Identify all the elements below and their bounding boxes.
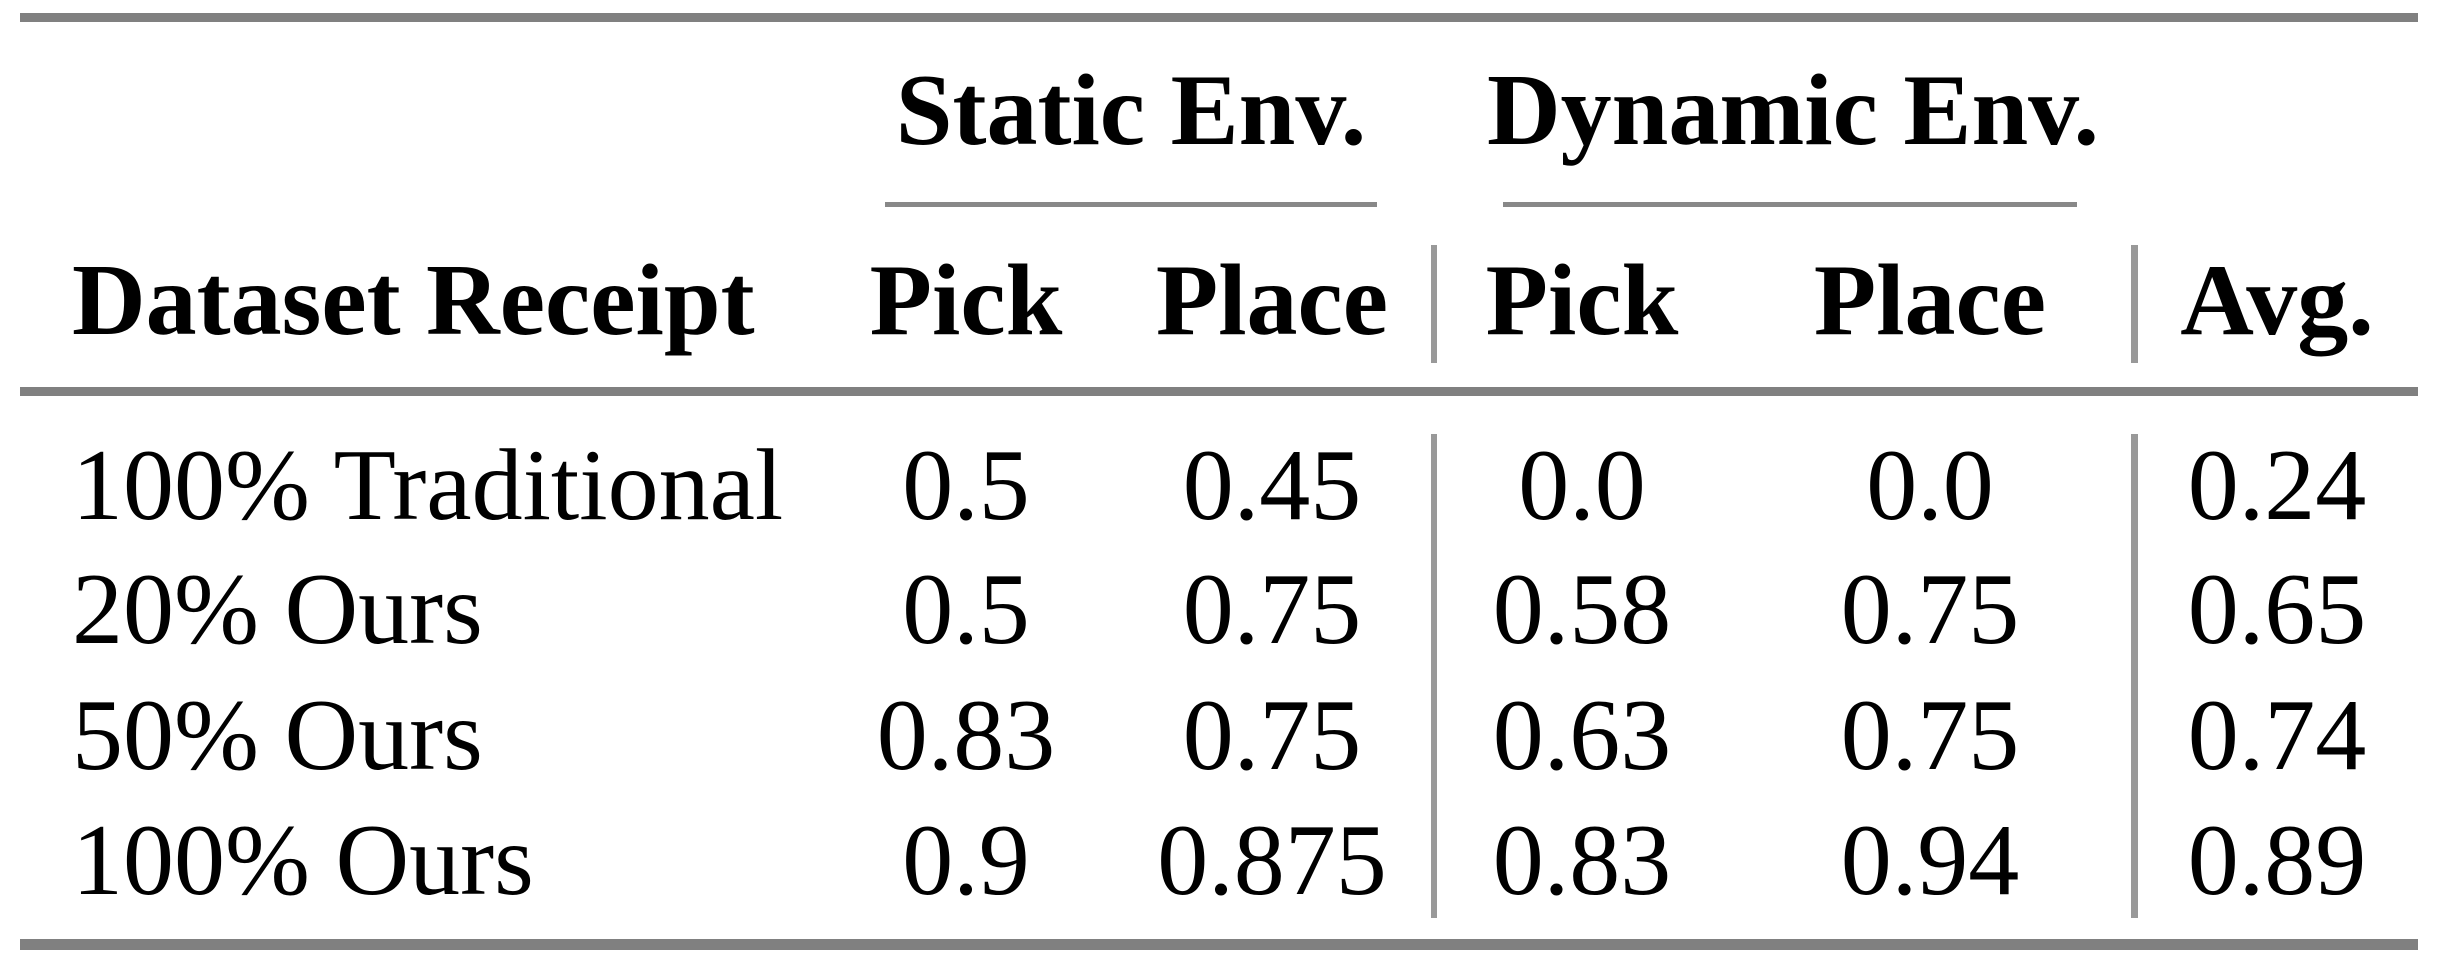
cell-static-pick: 0.5 (902, 428, 1030, 542)
dynamic-env-underline (1503, 202, 2077, 207)
static-env-underline (885, 202, 1377, 207)
table-row: 20% Ours 0.5 0.75 0.58 0.75 0.65 (20, 547, 2398, 671)
cell-dynamic-pick: 0.0 (1518, 428, 1646, 542)
table-row: 100% Ours 0.9 0.875 0.83 0.94 0.89 (20, 798, 2398, 922)
cell-dynamic-place: 0.75 (1840, 678, 2020, 792)
table-top-rule (20, 13, 2418, 22)
cell-avg: 0.89 (2187, 803, 2367, 917)
cell-static-place: 0.75 (1182, 552, 1362, 666)
row-label: 100% Traditional (72, 428, 784, 542)
header-dynamic-place: Place (1813, 243, 2047, 357)
column-group-static-env-label: Static Env. (895, 53, 1367, 167)
table-bottom-rule (20, 939, 2418, 950)
row-label: 20% Ours (72, 552, 483, 666)
table-row: 100% Traditional 0.5 0.45 0.0 0.0 0.24 (20, 423, 2398, 547)
cell-dynamic-place: 0.0 (1866, 428, 1994, 542)
header-static-place: Place (1155, 243, 1389, 357)
cell-static-place: 0.75 (1182, 678, 1362, 792)
cell-dynamic-place: 0.75 (1840, 552, 2020, 666)
vertical-separator-dynamic-avg-header (2131, 245, 2138, 363)
cell-avg: 0.74 (2187, 678, 2367, 792)
cell-dynamic-place: 0.94 (1840, 803, 2020, 917)
cell-avg: 0.65 (2187, 552, 2367, 666)
cell-dynamic-pick: 0.63 (1492, 678, 1672, 792)
cell-static-pick: 0.5 (902, 552, 1030, 666)
vertical-separator-static-dynamic-header (1431, 245, 1437, 363)
vertical-separator-static-dynamic-body (1431, 434, 1437, 918)
row-label: 50% Ours (72, 678, 483, 792)
header-dataset-receipt: Dataset Receipt (72, 243, 755, 357)
column-group-static-env: Static Env. (831, 48, 1431, 172)
table-row: 50% Ours 0.83 0.75 0.63 0.75 0.74 (20, 673, 2398, 797)
column-group-dynamic-env: Dynamic Env. (1487, 48, 2099, 172)
cell-avg: 0.24 (2187, 428, 2367, 542)
cell-static-place: 0.875 (1157, 803, 1387, 917)
cell-dynamic-pick: 0.58 (1492, 552, 1672, 666)
table-mid-rule (20, 387, 2418, 396)
header-dynamic-pick: Pick (1485, 243, 1679, 357)
header-static-pick: Pick (869, 243, 1063, 357)
cell-static-pick: 0.83 (876, 678, 1056, 792)
header-avg: Avg. (2180, 243, 2374, 357)
vertical-separator-dynamic-avg-body (2131, 434, 2138, 918)
table-header-row: Dataset Receipt Pick Place Pick Place Av… (20, 238, 2398, 362)
cell-static-pick: 0.9 (902, 803, 1030, 917)
cell-static-place: 0.45 (1182, 428, 1362, 542)
column-group-dynamic-env-label: Dynamic Env. (1486, 53, 2100, 167)
row-label: 100% Ours (72, 803, 534, 917)
cell-dynamic-pick: 0.83 (1492, 803, 1672, 917)
